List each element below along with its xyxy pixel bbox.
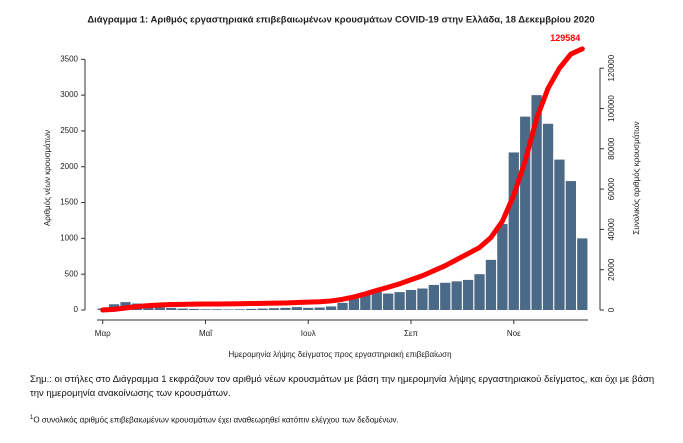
y2-tick-label: 100000 (607, 95, 616, 122)
y-tick-label: 2000 (60, 162, 78, 171)
x-tick-label: Νοε (507, 329, 521, 338)
bar (291, 307, 302, 310)
bar (166, 307, 177, 310)
bar (360, 294, 371, 310)
bar (508, 152, 519, 310)
bar (440, 282, 451, 310)
y2-tick-label: 60000 (607, 177, 616, 200)
bar (554, 159, 565, 310)
y-tick-label: 1000 (60, 233, 78, 242)
y-tick-label: 2500 (60, 126, 78, 135)
end-label: 129584 (550, 33, 580, 43)
note: Σημ.: οι στήλες στο Διάγραμμα 1 εκφράζου… (30, 374, 655, 399)
bar (520, 116, 531, 311)
y2-tick-label: 80000 (607, 137, 616, 160)
bar (394, 292, 405, 310)
x-tick-label: Μαρ (95, 329, 111, 338)
bar (383, 293, 394, 310)
y2-tick-label: 0 (607, 307, 616, 312)
chart-title: Διάγραμμα 1: Αριθμός εργαστηριακά επιβεβ… (87, 15, 594, 26)
bar (577, 238, 588, 310)
bar (485, 259, 497, 310)
cumulative-line (100, 46, 585, 313)
bar (337, 302, 348, 310)
footnote-marker: 1 (30, 415, 34, 421)
y-tick-label: 3000 (60, 90, 78, 99)
y-tick-label: 1500 (60, 198, 78, 207)
bar (371, 292, 382, 310)
bar (280, 307, 291, 310)
bar (542, 123, 554, 310)
bar (531, 95, 542, 310)
bar (257, 308, 268, 310)
bar (177, 308, 188, 310)
bar (348, 297, 360, 310)
bar (451, 281, 462, 310)
bar (200, 309, 211, 310)
y-axis-label: Αριθμός νέων κρουσμάτων (43, 130, 52, 226)
bar (268, 308, 280, 310)
bar (405, 289, 417, 310)
footnote: 1Ο συνολικός αριθμός επιβεβαιωμένων κρου… (30, 415, 670, 425)
y-tick-label: 3500 (60, 54, 78, 63)
chart: Διάγραμμα 1: Αριθμός εργαστηριακά επιβεβ… (43, 15, 641, 360)
y-tick-label: 0 (74, 305, 79, 314)
bar (303, 307, 314, 310)
footnote-text: Ο συνολικός αριθμός επιβεβαιωμένων κρουσ… (33, 415, 399, 425)
bar (188, 308, 200, 310)
x-tick-label: Μαΐ (199, 329, 213, 338)
y-tick-label: 500 (65, 269, 79, 278)
bar (497, 224, 508, 310)
bar (325, 306, 337, 310)
bar (211, 309, 223, 310)
bar (314, 307, 325, 310)
bar (428, 284, 439, 310)
bar (565, 181, 577, 310)
y2-tick-label: 120000 (607, 54, 616, 81)
x-tick-label: Σεπ (404, 329, 419, 338)
x-axis-label: Ημερομηνία λήψης δείγματος προς εργαστηρ… (228, 350, 451, 359)
x-tick-label: Ιουλ (301, 329, 316, 338)
bar (474, 274, 485, 310)
bar (246, 308, 257, 310)
y2-axis-label: Συνολικός αριθμός κρουσμάτων (632, 121, 641, 234)
y2-tick-label: 40000 (607, 218, 616, 241)
bar (234, 309, 245, 310)
bar (223, 309, 234, 310)
bar (462, 279, 474, 310)
bar (154, 307, 165, 310)
bar (417, 288, 428, 310)
y2-tick-label: 20000 (607, 258, 616, 281)
